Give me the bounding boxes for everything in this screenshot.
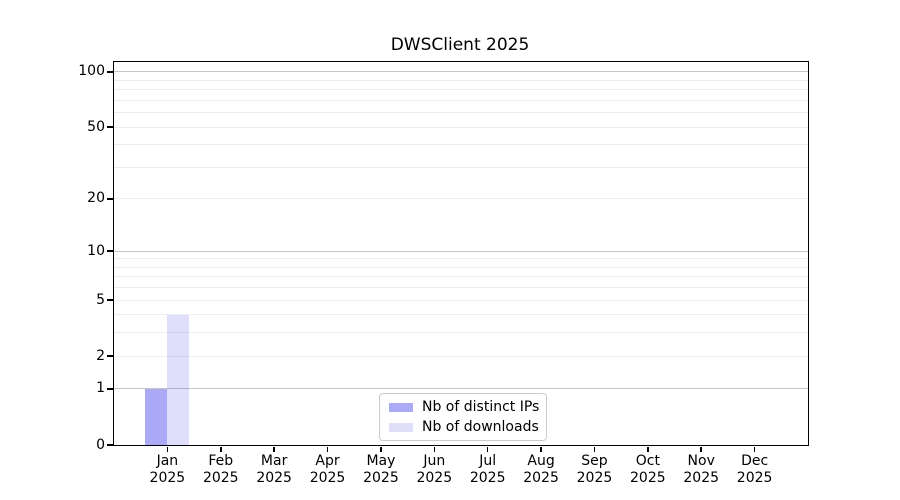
minor-gridline-60 <box>114 112 808 114</box>
y-axis-tick-20 <box>107 198 114 200</box>
legend: Nb of distinct IPs Nb of downloads <box>379 393 547 441</box>
minor-gridline-40 <box>114 144 808 146</box>
legend-swatch-downloads <box>389 422 413 432</box>
x-axis-label-dec-2025: Dec 2025 <box>736 453 773 486</box>
x-axis-tick-9 <box>593 446 596 452</box>
y-axis-tick-label-10: 10 <box>87 242 105 259</box>
x-axis-tick-2 <box>220 446 222 452</box>
x-axis-tick-8 <box>540 446 542 452</box>
y-axis-tick-label-0: 0 <box>96 436 105 453</box>
minor-gridline-3 <box>114 332 808 334</box>
minor-gridline-8 <box>114 266 808 268</box>
y-axis-tick-100 <box>107 71 114 73</box>
x-axis-tick-4 <box>326 446 329 452</box>
major-gridline-10 <box>114 250 808 252</box>
minor-gridline-5 <box>114 299 808 301</box>
major-gridline-100 <box>114 71 808 73</box>
y-axis-tick-label-50: 50 <box>87 118 105 135</box>
x-axis-label-may-2025: May 2025 <box>363 453 399 486</box>
y-axis-tick-label-20: 20 <box>87 190 105 207</box>
y-axis-tick-label-1: 1 <box>96 380 105 397</box>
x-axis-label-sep-2025: Sep 2025 <box>576 453 613 486</box>
minor-gridline-80 <box>114 89 808 91</box>
y-axis-tick-label-5: 5 <box>96 291 105 308</box>
minor-gridline-90 <box>114 79 808 81</box>
minor-gridline-6 <box>114 287 808 289</box>
minor-gridline-30 <box>114 166 808 168</box>
major-gridline-1 <box>114 388 808 390</box>
x-axis-tick-7 <box>486 446 489 452</box>
x-axis-tick-1 <box>166 446 169 452</box>
minor-gridline-4 <box>114 314 808 316</box>
y-axis-tick-5 <box>107 299 114 301</box>
x-axis-label-jan-2025: Jan 2025 <box>149 453 186 486</box>
x-axis-tick-10 <box>647 446 649 452</box>
x-axis-label-mar-2025: Mar 2025 <box>256 453 292 486</box>
x-axis-label-aug-2025: Aug 2025 <box>523 453 559 486</box>
bar-jan-nb-of-downloads <box>167 314 190 445</box>
minor-gridline-2 <box>114 355 808 357</box>
bar-jan-nb-of-distinct-ips <box>145 388 168 445</box>
y-axis-tick-label-2: 2 <box>96 347 105 364</box>
legend-swatch-distinct-ips <box>389 402 413 412</box>
x-axis-tick-5 <box>380 446 382 452</box>
y-axis-tick-1 <box>107 388 114 390</box>
minor-gridline-7 <box>114 276 808 278</box>
minor-gridline-9 <box>114 258 808 260</box>
x-axis-label-jul-2025: Jul 2025 <box>469 453 506 486</box>
minor-gridline-70 <box>114 99 808 101</box>
legend-item-downloads: Nb of downloads <box>380 419 546 435</box>
x-axis-tick-6 <box>433 446 436 452</box>
x-axis-label-oct-2025: Oct 2025 <box>630 453 666 486</box>
legend-label-distinct-ips: Nb of distinct IPs <box>422 399 540 415</box>
legend-label-downloads: Nb of downloads <box>422 419 539 435</box>
x-axis-tick-3 <box>273 446 275 452</box>
x-axis-label-apr-2025: Apr 2025 <box>309 453 346 486</box>
y-axis-tick-50 <box>107 126 114 128</box>
y-axis-tick-10 <box>107 250 114 252</box>
x-axis-label-jun-2025: Jun 2025 <box>416 453 453 486</box>
y-axis-tick-label-100: 100 <box>78 63 105 80</box>
minor-gridline-50 <box>114 126 808 128</box>
chart-title: DWSClient 2025 <box>390 35 530 55</box>
plot-area: Nb of distinct IPs Nb of downloads 0 1 2 5 1… <box>78 61 809 486</box>
x-axis-label-feb-2025: Feb 2025 <box>202 453 239 486</box>
legend-item-distinct-ips: Nb of distinct IPs <box>380 399 546 415</box>
x-axis-tick-11 <box>700 446 702 452</box>
x-axis-tick-12 <box>753 446 756 452</box>
minor-gridline-20 <box>114 198 808 200</box>
x-axis-label-nov-2025: Nov 2025 <box>683 453 720 486</box>
y-axis-tick-2 <box>107 355 114 357</box>
y-axis-tick-0 <box>107 444 114 446</box>
